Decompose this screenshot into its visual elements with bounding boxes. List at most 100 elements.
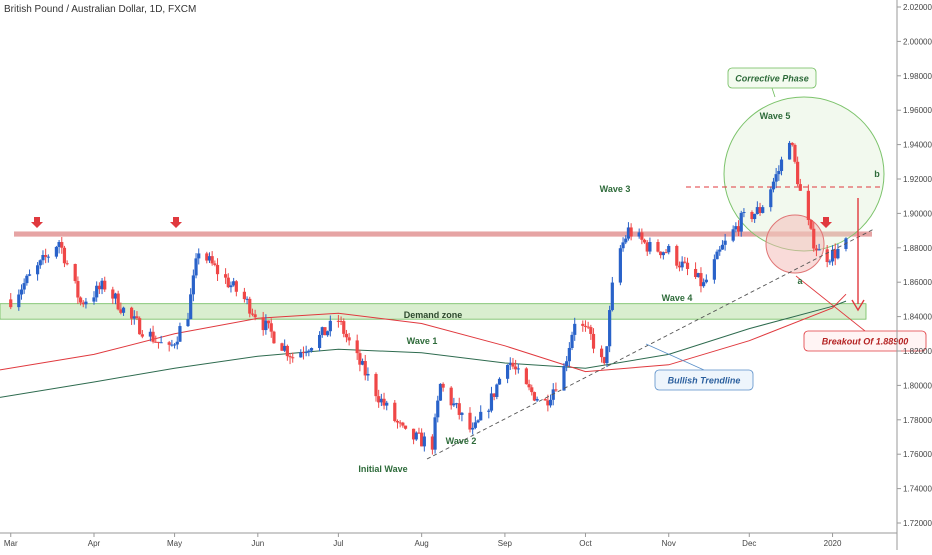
candle-body bbox=[269, 323, 273, 332]
x-tick-label: Nov bbox=[662, 539, 676, 548]
y-tick-label: 1.76000 bbox=[903, 450, 932, 459]
x-tick-label: Aug bbox=[415, 539, 429, 548]
candle-body bbox=[693, 268, 698, 278]
candle-body bbox=[309, 348, 314, 351]
corrective-phase-box bbox=[727, 67, 817, 89]
candle-body bbox=[457, 403, 461, 415]
candle-body bbox=[610, 282, 614, 311]
candle-body bbox=[317, 334, 322, 349]
candle-body bbox=[790, 142, 794, 145]
y-tick-label: 1.96000 bbox=[903, 106, 932, 115]
x-tick-label: Sep bbox=[498, 539, 513, 548]
candle-body bbox=[683, 261, 687, 263]
demand-zone-label: Demand zone bbox=[404, 310, 463, 320]
candle-body bbox=[54, 246, 58, 257]
candle-body bbox=[395, 421, 400, 423]
candle-body bbox=[398, 422, 402, 424]
candle-body bbox=[232, 281, 236, 286]
candle-body bbox=[742, 212, 746, 214]
candle-body bbox=[471, 427, 475, 430]
candle-body bbox=[113, 293, 118, 299]
candle-body bbox=[116, 293, 120, 310]
candle-body bbox=[696, 273, 700, 278]
candle-body bbox=[438, 383, 443, 401]
candle-body bbox=[441, 383, 445, 388]
candle-body bbox=[492, 393, 496, 397]
candle-body bbox=[508, 362, 512, 365]
candle-body bbox=[358, 353, 362, 365]
candle-body bbox=[393, 402, 397, 422]
candle-body bbox=[473, 422, 477, 428]
candle-body bbox=[266, 320, 271, 324]
candle-body bbox=[567, 348, 571, 362]
wave-a-label: a bbox=[797, 276, 803, 286]
candle-body bbox=[530, 387, 534, 393]
candle-body bbox=[156, 341, 161, 343]
candle-body bbox=[307, 350, 311, 353]
candle-body bbox=[119, 309, 123, 313]
candle-body bbox=[92, 297, 96, 302]
candle-body bbox=[385, 402, 389, 406]
candle-body bbox=[379, 398, 383, 403]
candle-body bbox=[685, 262, 690, 269]
candle-body bbox=[452, 403, 456, 406]
candle-body bbox=[167, 342, 171, 345]
candle-body bbox=[720, 244, 725, 250]
candle-body bbox=[41, 255, 45, 261]
breakout-circle bbox=[765, 214, 825, 274]
x-tick-label: Apr bbox=[88, 539, 101, 548]
candle-body bbox=[479, 411, 483, 421]
x-tick-label: Dec bbox=[742, 539, 756, 548]
candle-body bbox=[602, 357, 606, 364]
candle-body bbox=[129, 307, 134, 319]
candle-body bbox=[468, 412, 472, 430]
candle-body bbox=[280, 343, 284, 351]
candle-body bbox=[589, 327, 593, 334]
candle-body bbox=[734, 226, 738, 230]
candle-body bbox=[250, 313, 255, 315]
candle-body bbox=[132, 316, 136, 319]
candle-body bbox=[97, 285, 101, 290]
candle-body bbox=[78, 297, 83, 303]
candle-body bbox=[565, 361, 569, 366]
candle-body bbox=[704, 279, 708, 283]
candle-body bbox=[573, 323, 577, 335]
candle-body bbox=[750, 212, 754, 220]
candle-body bbox=[170, 344, 174, 346]
candle-body bbox=[758, 207, 762, 213]
candle-body bbox=[524, 368, 528, 385]
candle-body bbox=[505, 364, 510, 379]
candle-body bbox=[100, 280, 104, 290]
candle-body bbox=[731, 229, 735, 241]
candle-body bbox=[377, 396, 381, 403]
chart-title: British Pound / Australian Dollar, 1D, F… bbox=[4, 4, 197, 15]
breakout-label: Breakout Of 1.88900 bbox=[822, 337, 909, 347]
candle-body bbox=[25, 275, 29, 284]
candle-body bbox=[138, 318, 142, 335]
candle-body bbox=[175, 341, 179, 345]
candle-body bbox=[436, 400, 440, 418]
candle-body bbox=[172, 344, 177, 346]
candle-body bbox=[57, 242, 61, 247]
y-tick-label: 1.72000 bbox=[903, 519, 932, 528]
candle-body bbox=[833, 249, 837, 259]
candle-body bbox=[718, 249, 722, 252]
candle-body bbox=[215, 264, 220, 275]
candle-body bbox=[422, 436, 426, 447]
candle-body bbox=[35, 265, 40, 275]
candle-body bbox=[777, 170, 781, 175]
y-tick-label: 2.02000 bbox=[903, 3, 932, 12]
candle-body bbox=[411, 428, 416, 440]
candle-body bbox=[401, 422, 405, 426]
candle-body bbox=[366, 373, 370, 376]
candle-body bbox=[830, 249, 835, 262]
candle-body bbox=[648, 242, 652, 252]
candle-body bbox=[825, 249, 829, 263]
candle-body bbox=[95, 285, 99, 298]
candle-body bbox=[417, 432, 421, 434]
candle-body bbox=[723, 240, 727, 245]
candle-body bbox=[621, 242, 625, 249]
wave-3-label: Wave 3 bbox=[600, 184, 631, 194]
candle-body bbox=[210, 256, 214, 264]
candle-body bbox=[511, 362, 515, 367]
